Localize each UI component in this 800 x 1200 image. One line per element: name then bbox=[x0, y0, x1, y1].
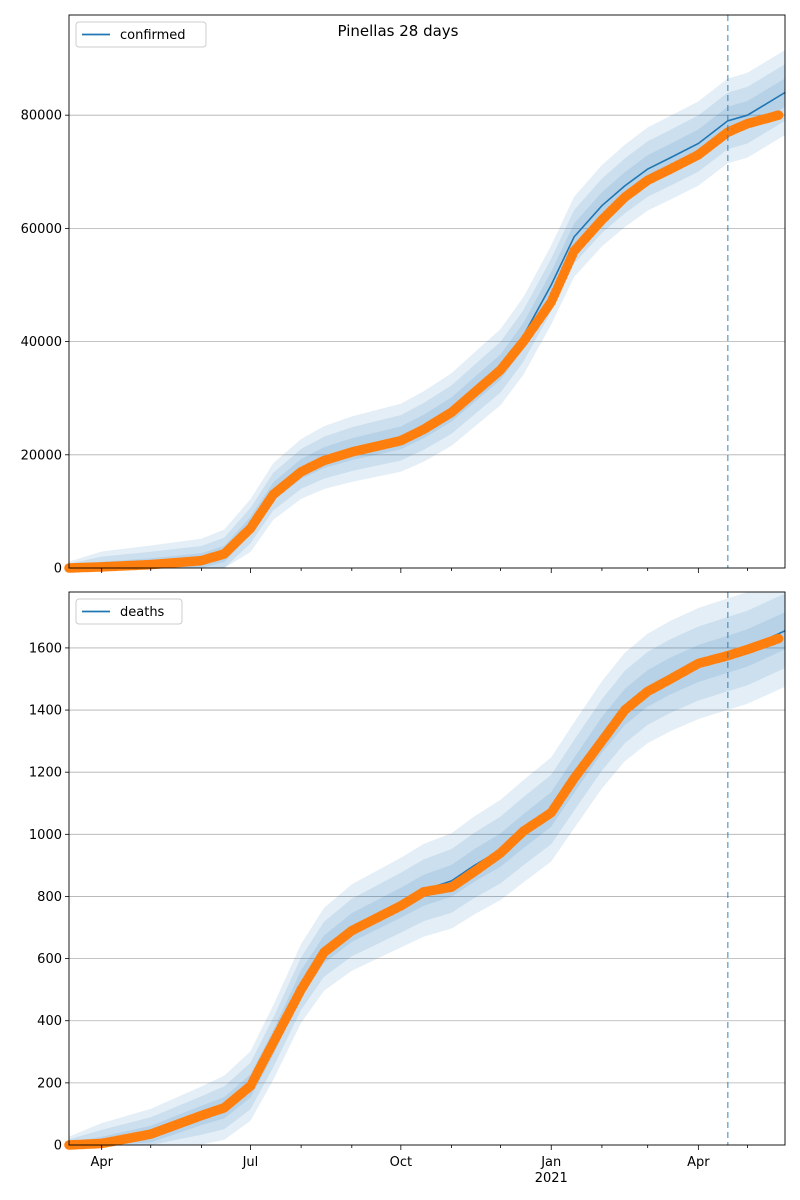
observed-point bbox=[773, 633, 784, 644]
uncertainty-band bbox=[69, 612, 785, 1145]
y-tick-label: 1600 bbox=[29, 641, 62, 656]
y-tick-label: 0 bbox=[54, 562, 62, 577]
observed-point bbox=[773, 110, 784, 120]
x-tick-label: Oct bbox=[390, 1155, 412, 1170]
x-tick-label: Jan bbox=[540, 1155, 561, 1170]
legend-box bbox=[75, 598, 183, 625]
legend: deaths bbox=[75, 598, 183, 625]
uncertainty-band bbox=[69, 78, 785, 569]
y-tick-label: 1200 bbox=[29, 766, 62, 781]
axes-frame bbox=[68, 14, 786, 569]
axes-frame bbox=[68, 591, 786, 1146]
x-tick-label: Jul bbox=[242, 1155, 259, 1170]
y-tick-label: 20000 bbox=[21, 448, 62, 463]
x-tick-label: Apr bbox=[90, 1155, 113, 1170]
y-tick-label: 600 bbox=[37, 952, 62, 967]
y-tick-label: 1000 bbox=[29, 828, 62, 843]
panel-deaths: 0 200 400 600 800 1000 1200 1400 1600 Apr Jul Oct Ja… bbox=[29, 591, 786, 1186]
y-tick-label: 1400 bbox=[29, 704, 62, 719]
y-tick-label: 800 bbox=[37, 890, 62, 905]
y-tick-label: 40000 bbox=[21, 335, 62, 350]
legend-label: confirmed bbox=[120, 28, 186, 43]
x-year-label: 2021 bbox=[535, 1171, 568, 1186]
uncertainty-band bbox=[69, 50, 785, 569]
observed-points bbox=[64, 633, 784, 1150]
y-tick-label: 200 bbox=[37, 1076, 62, 1091]
figure-title: Pinellas 28 days bbox=[338, 22, 459, 40]
legend-box bbox=[75, 21, 207, 48]
uncertainty-band bbox=[69, 64, 785, 568]
legend-label: deaths bbox=[120, 605, 165, 620]
x-tick-label: Apr bbox=[687, 1155, 710, 1170]
y-tick-label: 80000 bbox=[21, 109, 62, 124]
y-tick-label: 60000 bbox=[21, 222, 62, 237]
legend: confirmed bbox=[75, 21, 207, 48]
panel-confirmed: 0 20000 40000 60000 80000 confirmed bbox=[21, 14, 786, 577]
observed-points bbox=[64, 110, 784, 573]
y-tick-label: 0 bbox=[54, 1139, 62, 1154]
y-tick-label: 400 bbox=[37, 1014, 62, 1029]
